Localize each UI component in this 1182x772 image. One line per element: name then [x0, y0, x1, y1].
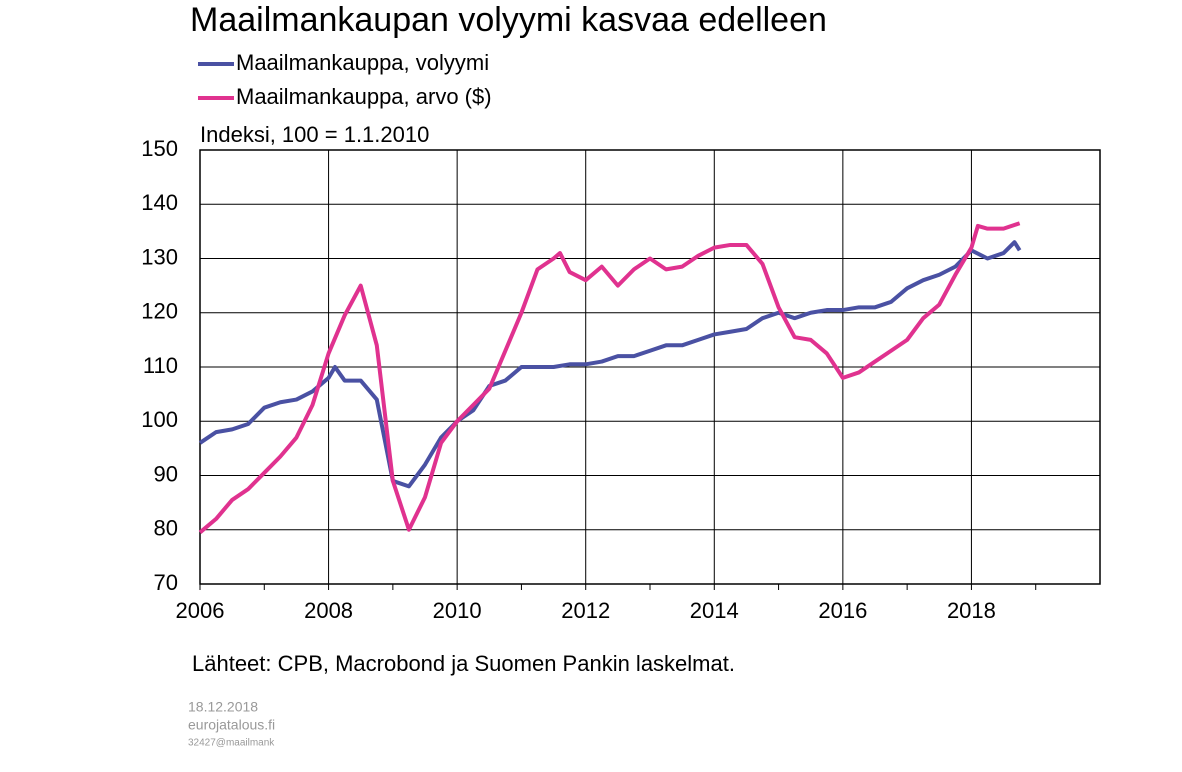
x-tick-label: 2008 [304, 598, 353, 623]
x-tick-label: 2010 [433, 598, 482, 623]
y-tick-label: 130 [141, 244, 178, 269]
x-tick-label: 2012 [561, 598, 610, 623]
y-tick-label: 90 [154, 461, 178, 486]
x-tick-label: 2014 [690, 598, 739, 623]
footer-site: eurojatalous.fi [188, 717, 275, 733]
plot-frame [199, 149, 1101, 585]
y-tick-label: 150 [141, 136, 178, 161]
y-tick-label: 70 [154, 570, 178, 595]
series-line [198, 240, 1022, 489]
y-tick-label: 110 [143, 353, 178, 378]
footer-code: 32427@maailmank [188, 738, 275, 749]
footer-date: 18.12.2018 [188, 699, 258, 715]
x-tick-label: 2006 [176, 598, 225, 623]
y-axis-label: Indeksi, 100 = 1.1.2010 [200, 122, 429, 147]
legend-label: Maailmankauppa, volyymi [236, 50, 489, 75]
y-tick-label: 80 [154, 516, 178, 541]
y-tick-label: 140 [141, 190, 178, 215]
y-tick-label: 100 [141, 407, 178, 432]
y-tick-label: 120 [141, 299, 178, 324]
x-tick-label: 2018 [947, 598, 996, 623]
chart-title: Maailmankaupan volyymi kasvaa edelleen [190, 1, 827, 39]
x-tick-label: 2016 [818, 598, 867, 623]
source-note: Lähteet: CPB, Macrobond ja Suomen Pankin… [192, 651, 735, 676]
legend-label: Maailmankauppa, arvo ($) [236, 84, 492, 109]
series-line [198, 221, 1021, 534]
